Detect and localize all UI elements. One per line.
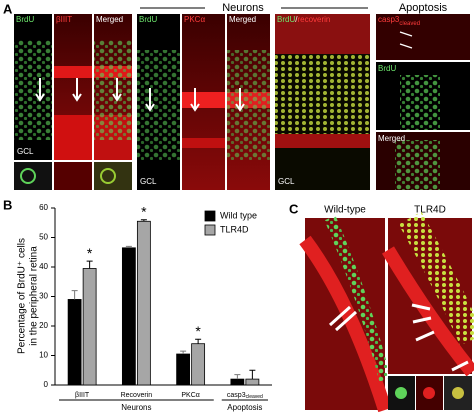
legend-swatch [204,224,216,236]
label-part: PKCα [181,392,199,399]
error-bar [234,374,241,380]
label-part: Recoverin [121,392,153,399]
tile-label: BrdU [378,64,396,73]
bar [191,343,206,386]
panel-label: A [3,1,13,16]
error-bar [71,290,78,300]
legend-swatch [204,210,216,222]
label-part: BrdU [277,15,295,24]
tile-group: BrdU/recoverin GCL [275,14,370,190]
error-bar [86,260,93,269]
bar [82,268,97,386]
legend-label: TLR4D [220,224,249,234]
x-tick-label: casp3cleaved [227,392,263,400]
significance-mark: * [195,323,201,339]
bar [121,247,136,386]
tile-label: Merged [378,134,405,143]
y-tick-label: 50 [39,233,48,242]
significance-mark: * [87,245,93,261]
column-label: Wild-type [324,205,366,216]
y-tick-label: 30 [39,292,48,301]
x-tick-label: Recoverin [121,392,153,399]
tile-label: GCL [278,177,295,186]
heading: Neurons [222,2,264,14]
panel-c: C Wild-type TLR4D [289,201,474,413]
error-bar [180,350,187,355]
label-part: recoverin [297,15,330,24]
tile-label: Merged [96,15,123,24]
tile-label: PKCα [184,15,205,24]
label-part: casp3 [227,392,246,399]
tile-label: βIIIT [56,15,72,24]
label-part: cleaved [399,21,420,27]
column-label: TLR4D [414,205,446,216]
y-tick-label: 20 [39,321,48,330]
tile-label: GCL [17,147,34,156]
y-tick-label: 40 [39,262,48,271]
bar [176,353,191,386]
heading: Apoptosis [399,2,448,14]
x-tick-label: βIIIT [75,392,90,399]
panel-label: C [289,201,299,216]
group-label: Apoptosis [227,403,262,412]
x-tick-label: PKCα [181,392,199,399]
y-tick-label: 0 [44,380,49,389]
error-bar [140,219,147,222]
y-axis-label: in the peripheral retina [29,246,40,346]
tile-label: BrdU [16,15,34,24]
tile-group: BrdU PKCα Merged GCL [137,14,270,190]
significance-mark: * [141,204,147,220]
y-tick-label: 10 [39,351,48,360]
tile-group: BrdU βIIIT Merged GCL [14,14,132,190]
tile-group: casp3cleaved BrdU Merged [376,14,470,190]
tile-label: Merged [229,15,256,24]
tile-label: BrdU/recoverin [277,15,330,24]
tile-label: BrdU [139,15,157,24]
bar-chart: B Percentage of BrdU⁺ cells in the perip… [3,197,272,412]
error-bar [249,369,256,380]
tile-label: casp3cleaved [378,15,420,26]
label-part: / [295,15,298,24]
bar [230,378,245,386]
error-bar [195,338,202,344]
panel-label: B [3,197,12,212]
group-label: Neurons [121,403,151,412]
tile-label: GCL [140,177,157,186]
y-tick-label: 60 [39,203,48,212]
error-bar [125,245,132,248]
bar [67,299,82,386]
legend-label: Wild type [220,210,257,220]
bar [136,220,151,386]
label-part: casp3 [378,15,400,24]
label-part: cleaved [246,394,263,400]
y-axis-label: Percentage of BrdU⁺ cells [17,238,28,354]
label-part: βIIIT [75,392,90,399]
bar [245,378,260,386]
